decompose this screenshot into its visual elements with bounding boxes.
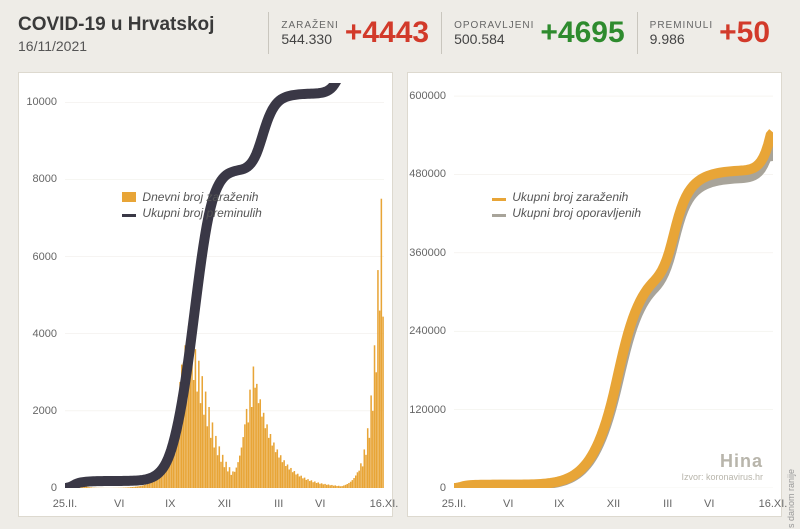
stat-deaths-total: 9.986: [650, 31, 713, 47]
right-chart-xaxis: 25.II.VIIXXIIIIIVI16.XI.: [454, 494, 773, 510]
stat-recovered-delta: +4695: [540, 12, 624, 54]
stat-recovered-caption: OPORAVLJENI: [454, 20, 534, 31]
right-chart-panel: 0120000240000360000480000600000 Ukupni b…: [407, 72, 782, 517]
stat-recovered: OPORAVLJENI 500.584 +4695: [441, 12, 637, 54]
left-chart-xaxis: 25.II.VIIXXIIIIIVI16.XI.: [65, 494, 384, 510]
right-chart-svg: [454, 83, 773, 488]
charts-row: 0200040006000800010000 Dnevni broj zaraž…: [18, 72, 782, 517]
stats-row: ZARAŽENI 544.330 +4443 OPORAVLJENI 500.5…: [214, 12, 782, 54]
branding-logo: Hina Izvor: koronavirus.hr: [681, 451, 763, 482]
stat-deaths-delta: +50: [719, 12, 770, 54]
brand-source: Izvor: koronavirus.hr: [681, 472, 763, 482]
stat-infected: ZARAŽENI 544.330 +4443: [268, 12, 441, 54]
stat-deaths: PREMINULI 9.986 +50: [637, 12, 782, 54]
header: COVID-19 u Hrvatskoj 16/11/2021 ZARAŽENI…: [0, 0, 800, 70]
left-chart-legend: Dnevni broj zaraženihUkupni broj preminu…: [122, 188, 261, 222]
footer-note: * podaci zaključno s danom ranije: [786, 469, 796, 529]
right-chart-plot: Ukupni broj zaraženihUkupni broj oporavl…: [454, 83, 773, 488]
brand-name: Hina: [681, 451, 763, 472]
right-chart-yaxis: 0120000240000360000480000600000: [408, 83, 450, 488]
infographic-root: COVID-19 u Hrvatskoj 16/11/2021 ZARAŽENI…: [0, 0, 800, 529]
left-chart-yaxis: 0200040006000800010000: [19, 83, 61, 488]
title-block: COVID-19 u Hrvatskoj 16/11/2021: [18, 12, 214, 54]
page-title: COVID-19 u Hrvatskoj: [18, 14, 214, 36]
stat-infected-caption: ZARAŽENI: [281, 20, 338, 31]
left-chart-svg: [65, 83, 384, 488]
left-chart-panel: 0200040006000800010000 Dnevni broj zaraž…: [18, 72, 393, 517]
stat-infected-delta: +4443: [345, 12, 429, 54]
stat-deaths-caption: PREMINULI: [650, 20, 713, 31]
page-date: 16/11/2021: [18, 38, 214, 54]
left-chart-plot: Dnevni broj zaraženihUkupni broj preminu…: [65, 83, 384, 488]
right-chart-legend: Ukupni broj zaraženihUkupni broj oporavl…: [492, 188, 641, 222]
stat-infected-total: 544.330: [281, 31, 338, 47]
stat-recovered-total: 500.584: [454, 31, 534, 47]
